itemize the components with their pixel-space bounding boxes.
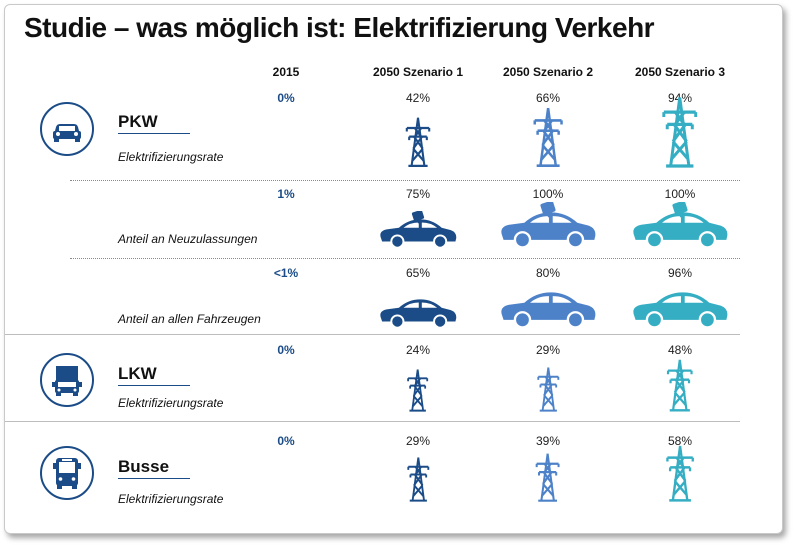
- section-divider: [5, 334, 740, 335]
- car-icon: [53, 124, 81, 142]
- row-label-neuzulassungen: Anteil an Neuzulassungen: [118, 232, 258, 246]
- base-value-alle-fahrzeuge: <1%: [273, 266, 299, 280]
- value-lkw-rate-s2: 29%: [535, 343, 561, 357]
- value-pkw-rate-s1: 42%: [405, 91, 431, 105]
- value-neuzulassungen-s1: 75%: [405, 187, 431, 201]
- truck-icon: [52, 366, 82, 396]
- power-pylon-icon: [404, 456, 433, 507]
- lkw-icon-circle: [40, 353, 94, 407]
- category-label-lkw: LKW: [118, 364, 157, 383]
- car-icon: [628, 282, 732, 334]
- bus-icon: [53, 458, 81, 489]
- column-header-szenario-3: 2050 Szenario 3: [634, 65, 726, 79]
- value-neuzulassungen-s3: 100%: [664, 187, 696, 201]
- value-busse-rate-s2: 39%: [535, 434, 561, 448]
- value-lkw-rate-s1: 24%: [405, 343, 431, 357]
- base-value-lkw-rate: 0%: [277, 343, 295, 357]
- base-value-busse-rate: 0%: [277, 434, 295, 448]
- chart-title: Studie – was möglich ist: Elektrifizieru…: [24, 12, 655, 43]
- car-icon: [376, 291, 460, 334]
- column-header-szenario-2: 2050 Szenario 2: [502, 65, 594, 79]
- column-header-2015: 2015: [272, 65, 300, 79]
- power-pylon-icon: [534, 366, 563, 417]
- row-label-alle-fahrzeuge: Anteil an allen Fahrzeugen: [118, 312, 261, 326]
- value-lkw-rate-s3: 48%: [667, 343, 693, 357]
- pkw-icon-circle: [40, 102, 94, 156]
- row-label-lkw-rate: Elektrifizierungsrate: [118, 396, 224, 410]
- power-pylon-icon: [529, 106, 567, 173]
- pkw-underline: [118, 133, 190, 134]
- power-pylon-icon: [402, 116, 434, 173]
- category-label-busse: Busse: [118, 457, 170, 476]
- chart-card: [4, 4, 783, 534]
- power-pylon-icon: [404, 368, 431, 417]
- charging-car-icon: [376, 209, 460, 254]
- value-alle-fahrzeuge-s2: 80%: [535, 266, 561, 280]
- power-pylon-icon: [657, 95, 703, 173]
- power-pylon-icon: [662, 444, 698, 507]
- value-pkw-rate-s2: 66%: [535, 91, 561, 105]
- base-value-neuzulassungen: 1%: [277, 187, 295, 201]
- category-label-pkw: PKW: [118, 112, 158, 131]
- power-pylon-icon: [532, 452, 563, 507]
- value-alle-fahrzeuge-s1: 65%: [405, 266, 431, 280]
- busse-icon-circle: [40, 446, 94, 500]
- section-divider: [5, 421, 740, 422]
- row-label-pkw-rate: Elektrifizierungsrate: [118, 150, 224, 164]
- row-label-busse-rate: Elektrifizierungsrate: [118, 492, 224, 506]
- dotted-divider: [70, 180, 740, 181]
- base-value-pkw-rate: 0%: [277, 91, 295, 105]
- value-neuzulassungen-s2: 100%: [532, 187, 564, 201]
- power-pylon-icon: [663, 358, 697, 417]
- car-icon: [496, 282, 600, 334]
- charging-car-icon: [628, 200, 732, 254]
- value-alle-fahrzeuge-s3: 96%: [667, 266, 693, 280]
- column-header-szenario-1: 2050 Szenario 1: [372, 65, 464, 79]
- dotted-divider: [70, 258, 740, 259]
- value-busse-rate-s3: 58%: [667, 434, 693, 448]
- value-busse-rate-s1: 29%: [405, 434, 431, 448]
- lkw-underline: [118, 385, 190, 386]
- charging-car-icon: [496, 200, 600, 254]
- busse-underline: [118, 478, 190, 479]
